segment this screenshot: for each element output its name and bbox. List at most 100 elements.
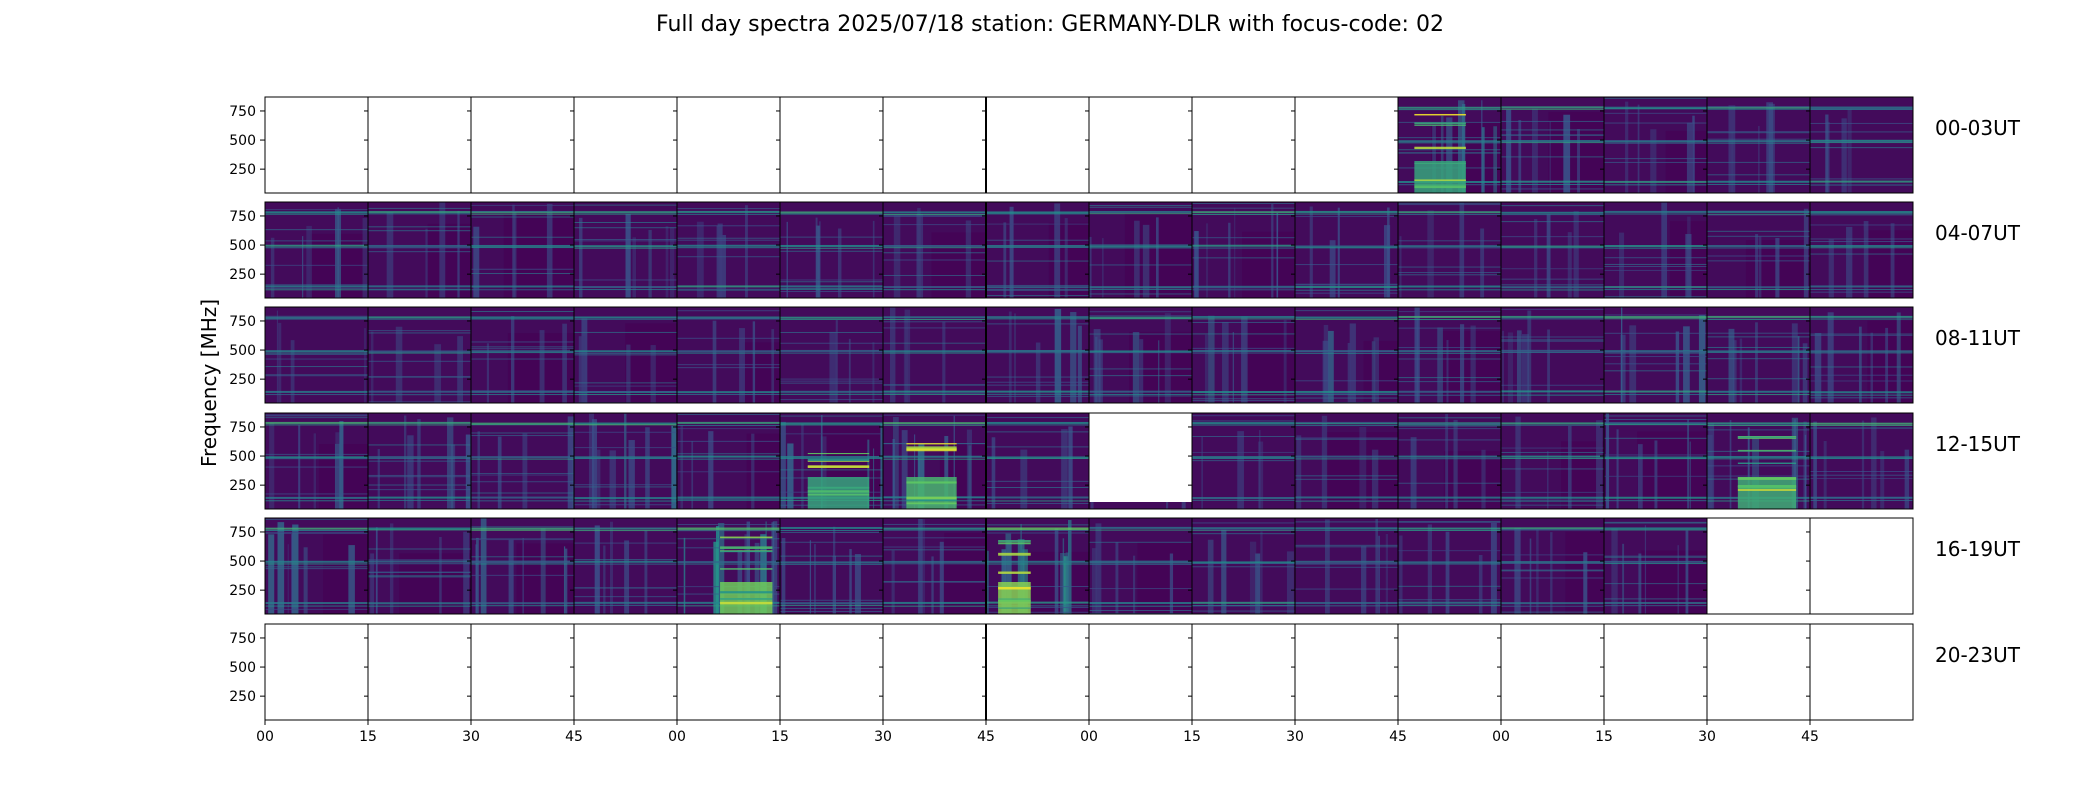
broadband-streak [1014,313,1016,403]
broadband-streak [1621,307,1623,403]
interference-line [265,414,368,416]
interference-line [1604,108,1707,110]
interference-line [574,316,677,319]
interference-line [368,230,471,232]
broadband-streak [1460,324,1465,403]
interference-line [265,287,368,289]
broadband-streak [1228,222,1231,298]
spectrum-panel [1192,202,1295,298]
interference-line [1604,456,1707,459]
spectrum-base [265,307,368,403]
broadband-streak [539,330,545,403]
interference-line [677,527,780,530]
spectrum-panel [574,202,677,298]
spectrum-data [574,202,677,298]
broadband-streak [650,345,656,403]
interference-line [265,390,368,393]
burst-line [998,586,1031,590]
interference-line [883,224,986,226]
interference-line [368,350,471,353]
broadband-streak [1775,238,1780,298]
broadband-streak [1102,238,1104,298]
broadband-streak [781,538,786,614]
interference-line [1604,244,1707,247]
interference-line [780,561,883,564]
interference-line [265,456,368,459]
spectrum-panel [471,307,574,403]
interference-line [1810,142,1913,144]
broadband-streak [1622,543,1625,614]
interference-line [1501,129,1604,131]
interference-line [1707,161,1810,163]
broadband-streak [1169,553,1174,614]
interference-line [1192,604,1295,606]
interference-line [471,474,574,476]
broadband-streak [1445,531,1450,614]
broadband-streak [872,342,875,403]
interference-line [1810,213,1913,215]
broadband-streak [1325,519,1330,614]
broadband-streak [772,521,778,614]
broadband-streak [1620,334,1626,403]
interference-line [1501,245,1604,248]
y-tick-label: 500 [229,449,256,465]
broadband-streak [1062,538,1065,614]
broadband-streak [1165,502,1169,509]
spectrum-data [1089,518,1192,614]
broadband-streak [386,212,394,298]
interference-line [265,353,368,355]
broadband-streak [1755,233,1759,298]
broadband-streak [603,545,606,614]
interference-line [883,286,986,289]
interference-line [1707,458,1810,460]
broadband-streak [1546,214,1551,298]
spectrum-data [1604,202,1707,298]
interference-line [1707,350,1810,353]
broadband-streak [508,539,514,614]
interference-line [471,432,574,434]
broadband-streak [1846,226,1853,298]
interference-line [1501,106,1604,109]
broadband-streak [1606,413,1610,509]
interference-line [1089,311,1192,313]
spectrum-panel [780,307,883,403]
spectrum-data [1398,307,1501,403]
interference-line [1089,264,1192,266]
interference-line [1295,210,1398,213]
interference-line [986,289,1089,291]
interference-line [471,500,574,502]
interference-line [1192,422,1295,425]
broadband-streak [1207,539,1214,614]
interference-line [986,486,1089,488]
burst-line [906,448,957,452]
interference-line [677,318,780,320]
broadband-streak [546,203,553,298]
y-tick-label: 750 [229,314,256,330]
spectrum-data [265,307,368,403]
interference-line [265,417,368,419]
interference-line [677,561,780,564]
interference-line [986,381,1089,383]
broadband-streak [815,217,818,298]
spectrum-panel [883,413,986,509]
broadband-streak [1885,327,1889,403]
interference-line [265,209,368,211]
interference-line [1501,205,1604,207]
y-tick-label: 500 [229,660,256,676]
interference-line [368,424,471,426]
spectrum-panel [368,518,471,614]
interference-line [574,385,677,387]
interference-line [1295,422,1398,425]
broadband-streak [1054,308,1062,403]
interference-line [1398,240,1501,242]
interference-line [986,421,1089,424]
interference-line [368,560,471,563]
interference-line [265,240,368,242]
broadband-streak [1529,538,1532,614]
interference-line [471,556,574,558]
spectrum-data [883,307,986,403]
interference-line [368,352,471,354]
interference-line [1604,316,1707,319]
interference-line [986,244,1089,247]
burst-line [807,490,870,493]
